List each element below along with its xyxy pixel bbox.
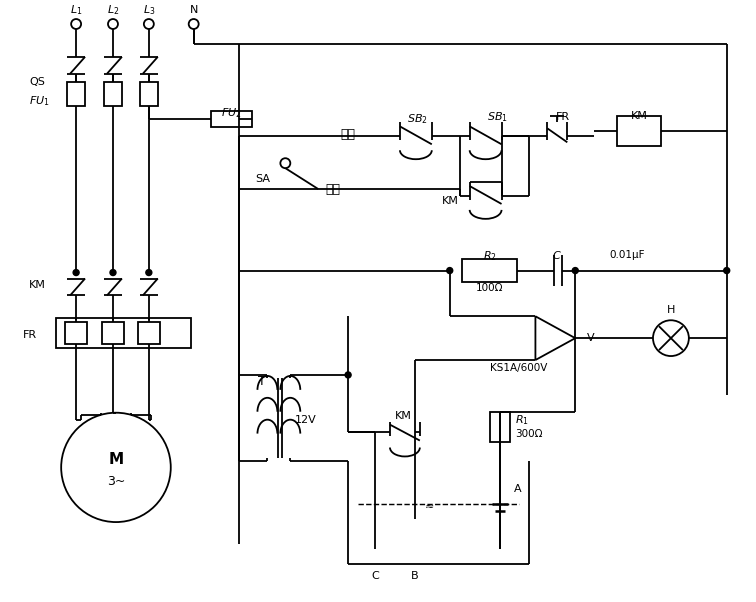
- Text: 手动: 手动: [340, 128, 355, 141]
- Text: M: M: [108, 452, 123, 467]
- Bar: [211, 111, 253, 128]
- Text: FR: FR: [556, 113, 570, 122]
- Circle shape: [345, 372, 351, 378]
- Circle shape: [653, 320, 689, 356]
- Text: C: C: [371, 571, 379, 581]
- Text: $SB_1$: $SB_1$: [487, 111, 508, 125]
- Circle shape: [723, 267, 730, 273]
- Bar: [104, 82, 122, 105]
- Text: QS: QS: [29, 76, 45, 87]
- Text: $L_2$: $L_2$: [107, 3, 119, 17]
- Text: KM: KM: [29, 281, 46, 290]
- Text: A: A: [513, 484, 521, 494]
- Bar: [102, 322, 124, 344]
- Text: ≈: ≈: [425, 502, 435, 512]
- Circle shape: [572, 267, 578, 273]
- Text: 100Ω: 100Ω: [476, 284, 503, 293]
- Bar: [138, 322, 160, 344]
- Text: 12V: 12V: [296, 415, 317, 424]
- Text: KS1A/600V: KS1A/600V: [490, 363, 547, 373]
- Circle shape: [61, 413, 171, 522]
- Bar: [490, 412, 510, 441]
- Text: 0.01μF: 0.01μF: [609, 250, 645, 259]
- Text: $FU_2$: $FU_2$: [221, 107, 241, 120]
- Bar: [617, 116, 661, 146]
- Circle shape: [146, 270, 152, 276]
- Text: H: H: [667, 305, 675, 315]
- Text: $FU_1$: $FU_1$: [29, 95, 50, 108]
- Text: 300Ω: 300Ω: [516, 429, 543, 439]
- Text: $R_1$: $R_1$: [516, 413, 529, 427]
- Text: FR: FR: [23, 330, 38, 340]
- Text: $R_2$: $R_2$: [482, 249, 497, 262]
- Bar: [65, 322, 87, 344]
- Text: $L_3$: $L_3$: [143, 3, 155, 17]
- Text: $SB_2$: $SB_2$: [407, 113, 428, 126]
- Text: B: B: [411, 571, 419, 581]
- Text: $L_1$: $L_1$: [70, 3, 82, 17]
- Circle shape: [110, 270, 116, 276]
- Text: KM: KM: [442, 196, 459, 206]
- Text: KM: KM: [631, 111, 647, 122]
- Text: 自动: 自动: [325, 182, 340, 196]
- Bar: [462, 259, 518, 282]
- Text: T: T: [259, 376, 266, 388]
- Circle shape: [73, 270, 79, 276]
- Text: 3~: 3~: [107, 475, 125, 488]
- Bar: [67, 82, 85, 105]
- Bar: [140, 82, 158, 105]
- Text: N: N: [190, 5, 198, 15]
- Text: $C$: $C$: [553, 249, 562, 261]
- Text: KM: KM: [395, 411, 412, 421]
- Text: V: V: [587, 333, 595, 343]
- Text: SA: SA: [256, 174, 271, 184]
- Circle shape: [447, 267, 453, 273]
- Bar: [56, 318, 191, 348]
